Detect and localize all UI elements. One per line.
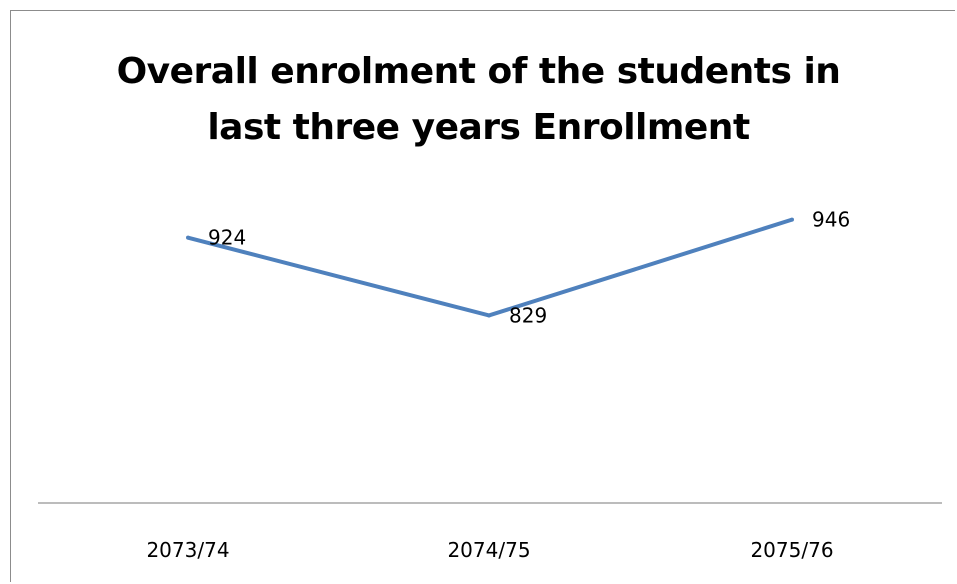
x-tick-label-2: 2074/75: [447, 538, 530, 562]
data-label-1: 924: [208, 226, 246, 250]
data-label-2: 829: [509, 303, 547, 327]
data-point-1: [186, 235, 190, 240]
x-tick-label-3: 2075/76: [750, 538, 833, 562]
chart-title-line-2: last three years Enrollment: [207, 107, 750, 148]
x-tick-label-1: 2073/74: [146, 538, 229, 562]
chart-frame: [10, 10, 955, 582]
data-point-2: [487, 313, 491, 318]
data-point-3: [790, 217, 794, 222]
chart-title-line-1: Overall enrolment of the students in: [116, 51, 841, 92]
chart-title: Overall enrolment of the students in las…: [0, 44, 957, 156]
series-line: [187, 217, 793, 318]
data-label-3: 946: [812, 208, 850, 232]
